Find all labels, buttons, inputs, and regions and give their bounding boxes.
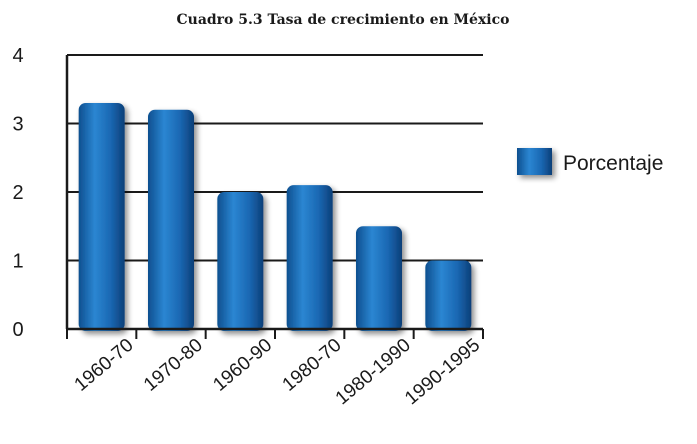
x-tick-label: 1980-70 <box>279 335 346 396</box>
bar <box>217 192 264 331</box>
chart-title: Cuadro 5.3 Tasa de crecimiento en México <box>177 12 510 28</box>
x-tick-label: 1960-90 <box>209 335 276 396</box>
x-tick-label: 1990-1995 <box>401 335 484 410</box>
y-tick-label: 3 <box>12 114 23 136</box>
y-axis-ticks: 0 1 2 3 4 <box>12 45 23 341</box>
x-axis-labels: 1960-70 1970-80 1960-90 1980-701980-1990199… <box>71 335 485 410</box>
gridlines <box>67 54 483 262</box>
y-tick-label: 0 <box>12 319 23 341</box>
x-axis-ticks <box>66 329 484 339</box>
y-tick-label: 4 <box>12 45 23 67</box>
bar <box>78 102 125 331</box>
x-tick-label: 1960-70 <box>71 335 138 396</box>
x-tick-label: 1980-1990 <box>332 335 415 410</box>
bar <box>356 226 402 331</box>
bar <box>425 260 472 331</box>
y-tick-label: 1 <box>12 251 23 273</box>
bars <box>78 102 472 331</box>
bar <box>148 109 194 331</box>
x-tick-label: 1970-80 <box>140 335 207 396</box>
y-tick-label: 2 <box>12 182 23 204</box>
bar <box>286 185 333 331</box>
legend: Porcentaje <box>517 148 663 175</box>
legend-swatch <box>517 148 552 175</box>
legend-label: Porcentaje <box>563 152 663 175</box>
